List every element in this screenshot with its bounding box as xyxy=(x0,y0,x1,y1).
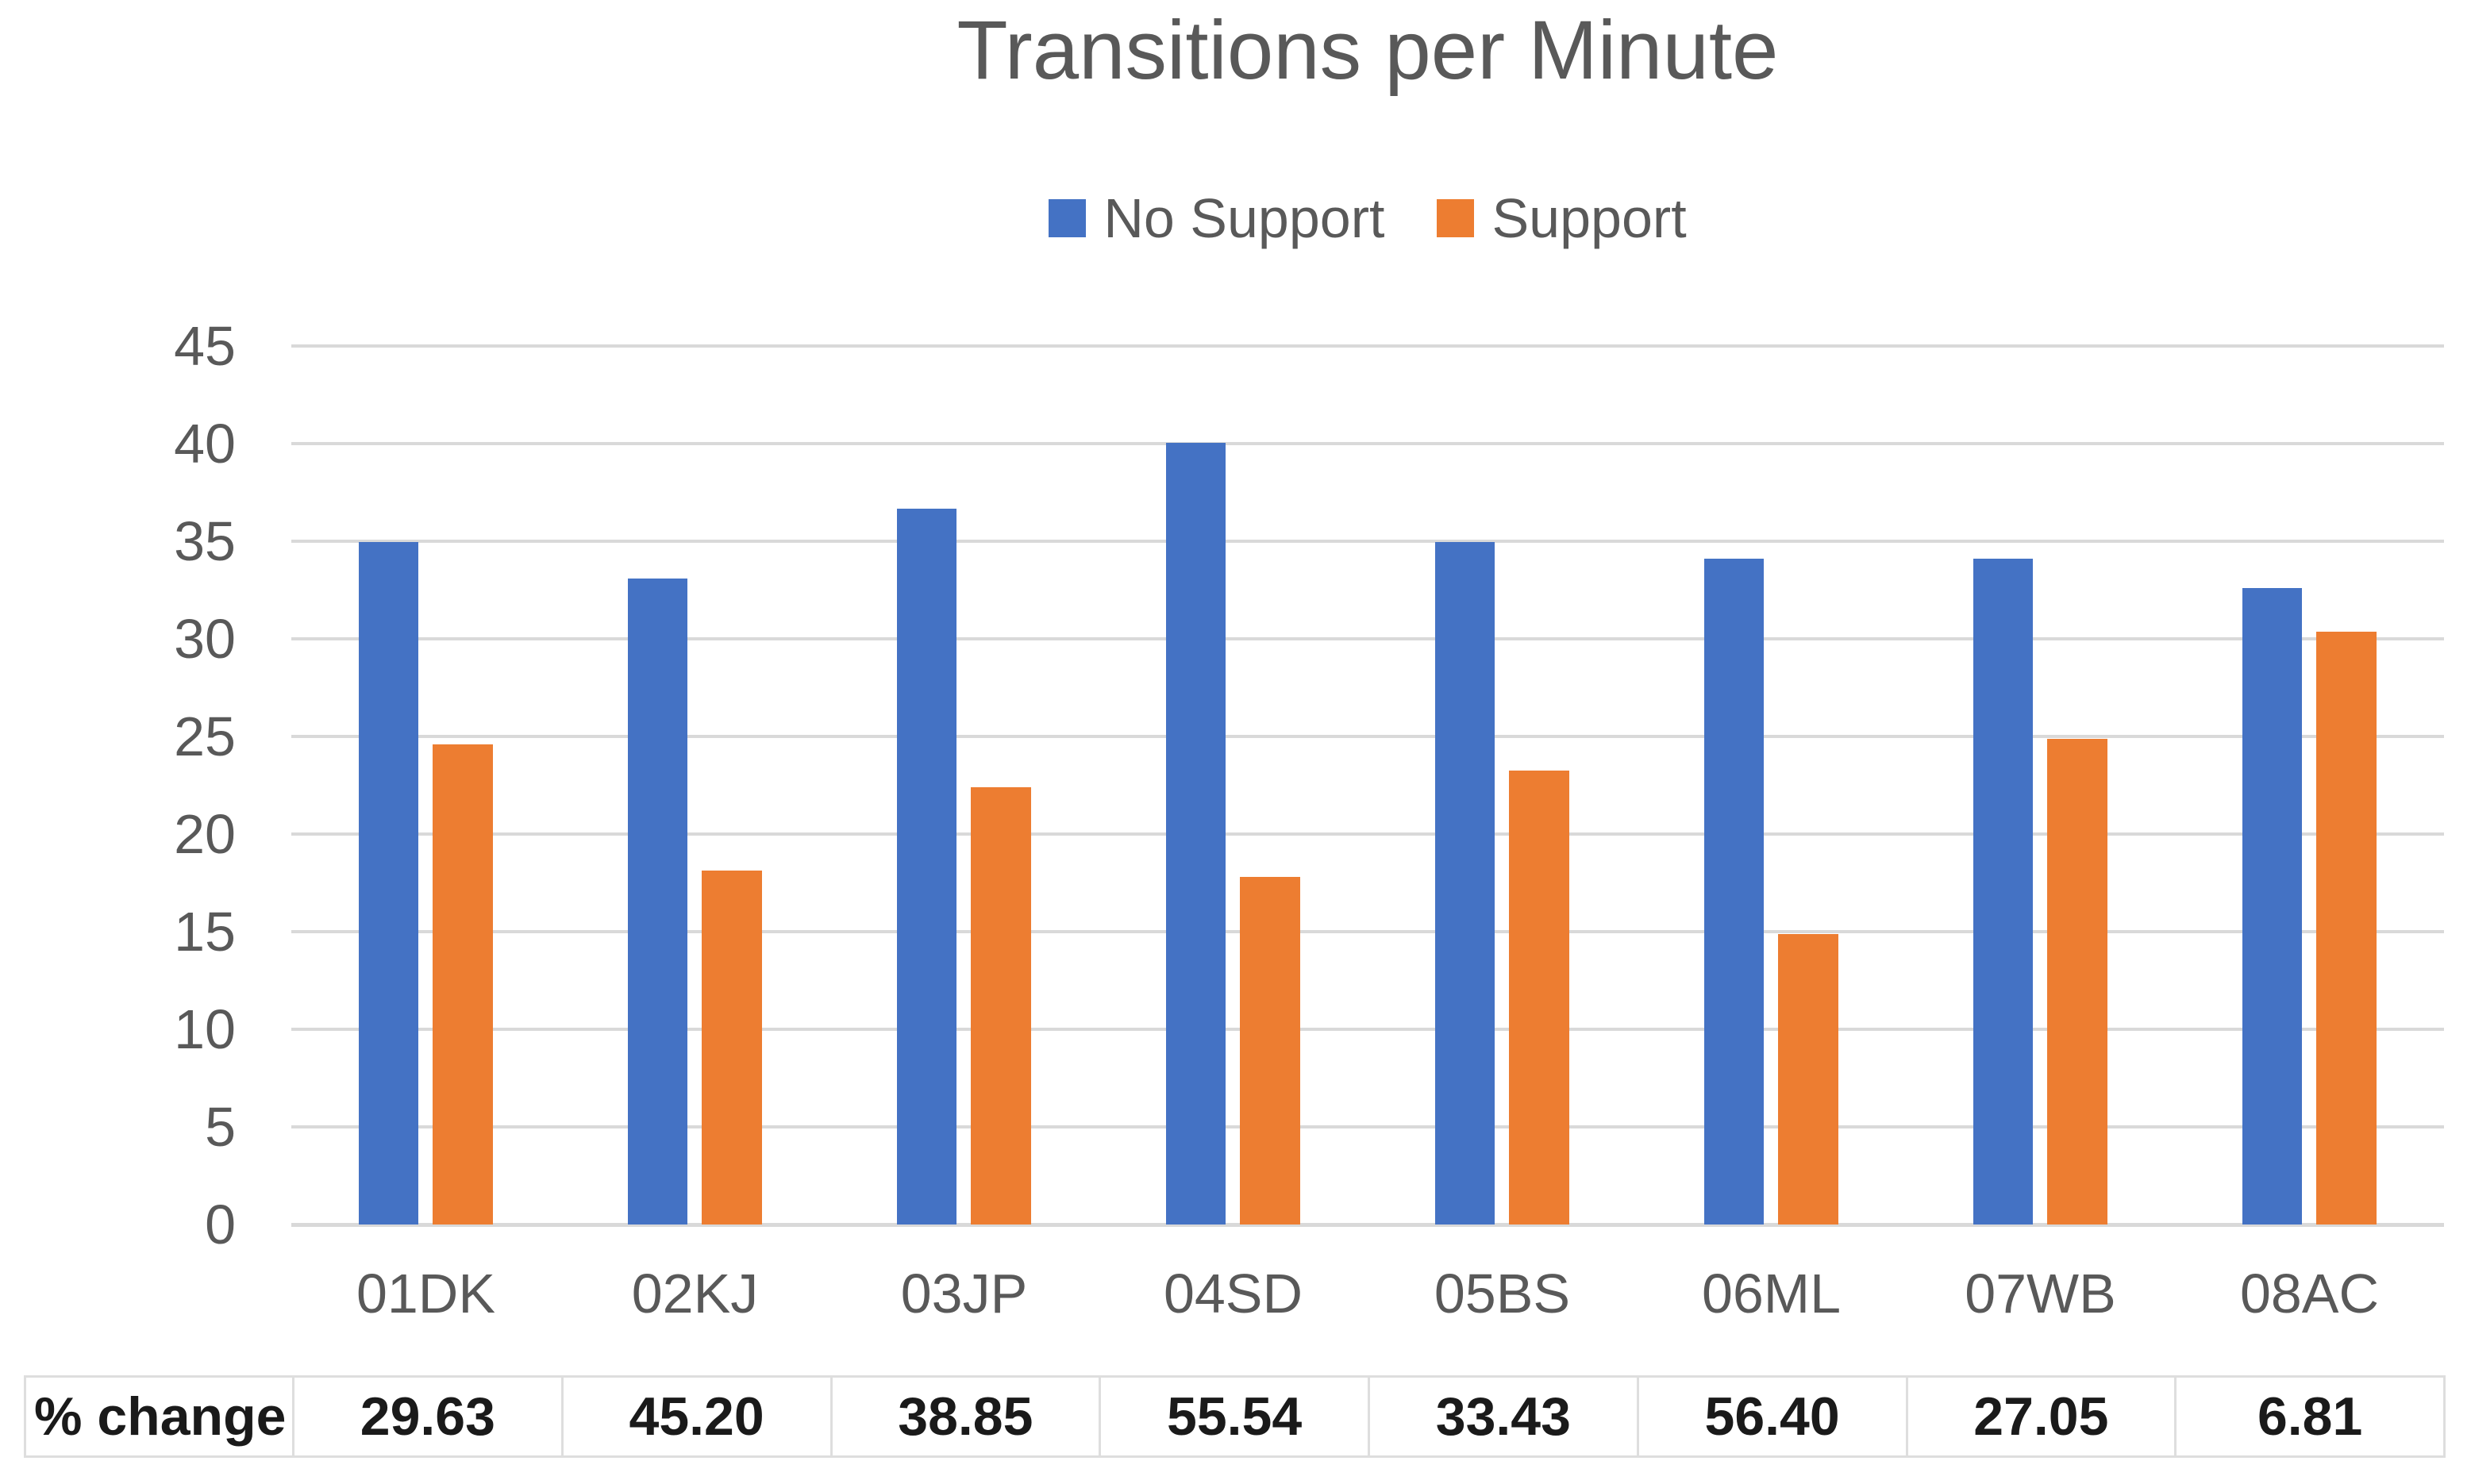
legend-swatch-support xyxy=(1437,199,1475,237)
x-axis-label-07wb: 07WB xyxy=(1965,1263,2116,1324)
y-tick-label-5: 5 xyxy=(205,1096,236,1158)
x-axis-label-02kj: 02KJ xyxy=(631,1263,759,1324)
gridline-45 xyxy=(291,344,2444,348)
x-axis-label-06ml: 06ML xyxy=(1701,1263,1842,1324)
y-tick-label-15: 15 xyxy=(174,901,236,963)
y-tick-label-10: 10 xyxy=(174,998,236,1060)
bar-06ml-no-support xyxy=(1704,559,1764,1224)
bar-01dk-support xyxy=(433,744,493,1224)
y-tick-label-20: 20 xyxy=(174,803,236,865)
bar-07wb-no-support xyxy=(1973,559,2033,1224)
y-tick-label-25: 25 xyxy=(174,705,236,767)
chart-title: Transitions per Minute xyxy=(956,4,1779,97)
legend-item-support: Support xyxy=(1437,187,1687,249)
bar-02kj-support xyxy=(702,871,762,1224)
bar-08ac-support xyxy=(2316,632,2377,1224)
legend-label-no-support: No Support xyxy=(1103,187,1385,249)
y-tick-label-45: 45 xyxy=(174,315,236,377)
gridline-40 xyxy=(291,442,2444,445)
table-cell-05bs: 33.43 xyxy=(1370,1378,1639,1455)
table-cell-04sd: 55.54 xyxy=(1101,1378,1370,1455)
percent-change-table: % change 29.63 45.20 38.85 55.54 33.43 56.40 2… xyxy=(24,1375,2446,1458)
chart-legend: No Support Support xyxy=(291,183,2444,254)
y-tick-label-30: 30 xyxy=(174,608,236,670)
plot-area xyxy=(291,344,2444,1227)
table-cell-02kj: 45.20 xyxy=(564,1378,833,1455)
table-cell-06ml: 56.40 xyxy=(1639,1378,1908,1455)
x-axis-label-03jp: 03JP xyxy=(900,1263,1028,1324)
x-axis-label-01dk: 01DK xyxy=(356,1263,496,1324)
bar-05bs-support xyxy=(1509,771,1569,1224)
gridline-15 xyxy=(291,930,2444,933)
gridline-10 xyxy=(291,1028,2444,1031)
gridline-20 xyxy=(291,832,2444,836)
table-cell-03jp: 38.85 xyxy=(833,1378,1102,1455)
y-tick-label-0: 0 xyxy=(205,1194,236,1255)
bar-08ac-no-support xyxy=(2242,588,2302,1224)
table-row-label: % change xyxy=(26,1378,294,1455)
y-tick-label-40: 40 xyxy=(174,413,236,475)
legend-swatch-no-support xyxy=(1049,199,1087,237)
legend-item-no-support: No Support xyxy=(1049,190,1384,246)
bar-03jp-no-support xyxy=(897,509,956,1224)
table-cell-07wb: 27.05 xyxy=(1908,1378,2177,1455)
bar-01dk-no-support xyxy=(359,542,418,1224)
bar-07wb-support xyxy=(2047,739,2107,1224)
gridline-5 xyxy=(291,1125,2444,1128)
bar-05bs-no-support xyxy=(1435,542,1495,1224)
legend-label-support: Support xyxy=(1491,187,1687,249)
bar-04sd-no-support xyxy=(1166,443,1226,1224)
x-axis-label-04sd: 04SD xyxy=(1163,1263,1303,1324)
gridline-25 xyxy=(291,735,2444,738)
gridline-30 xyxy=(291,637,2444,640)
bar-02kj-no-support xyxy=(628,579,687,1224)
bar-04sd-support xyxy=(1240,877,1300,1224)
x-axis-baseline xyxy=(291,1223,2444,1227)
bar-03jp-support xyxy=(971,787,1031,1224)
y-tick-label-35: 35 xyxy=(174,510,236,572)
gridline-35 xyxy=(291,540,2444,543)
x-axis-label-05bs: 05BS xyxy=(1434,1263,1571,1324)
bar-06ml-support xyxy=(1778,934,1838,1224)
table-cell-08ac: 6.81 xyxy=(2257,1386,2363,1447)
x-axis-label-08ac: 08AC xyxy=(2239,1263,2380,1324)
table-cell-01dk: 29.63 xyxy=(294,1378,564,1455)
